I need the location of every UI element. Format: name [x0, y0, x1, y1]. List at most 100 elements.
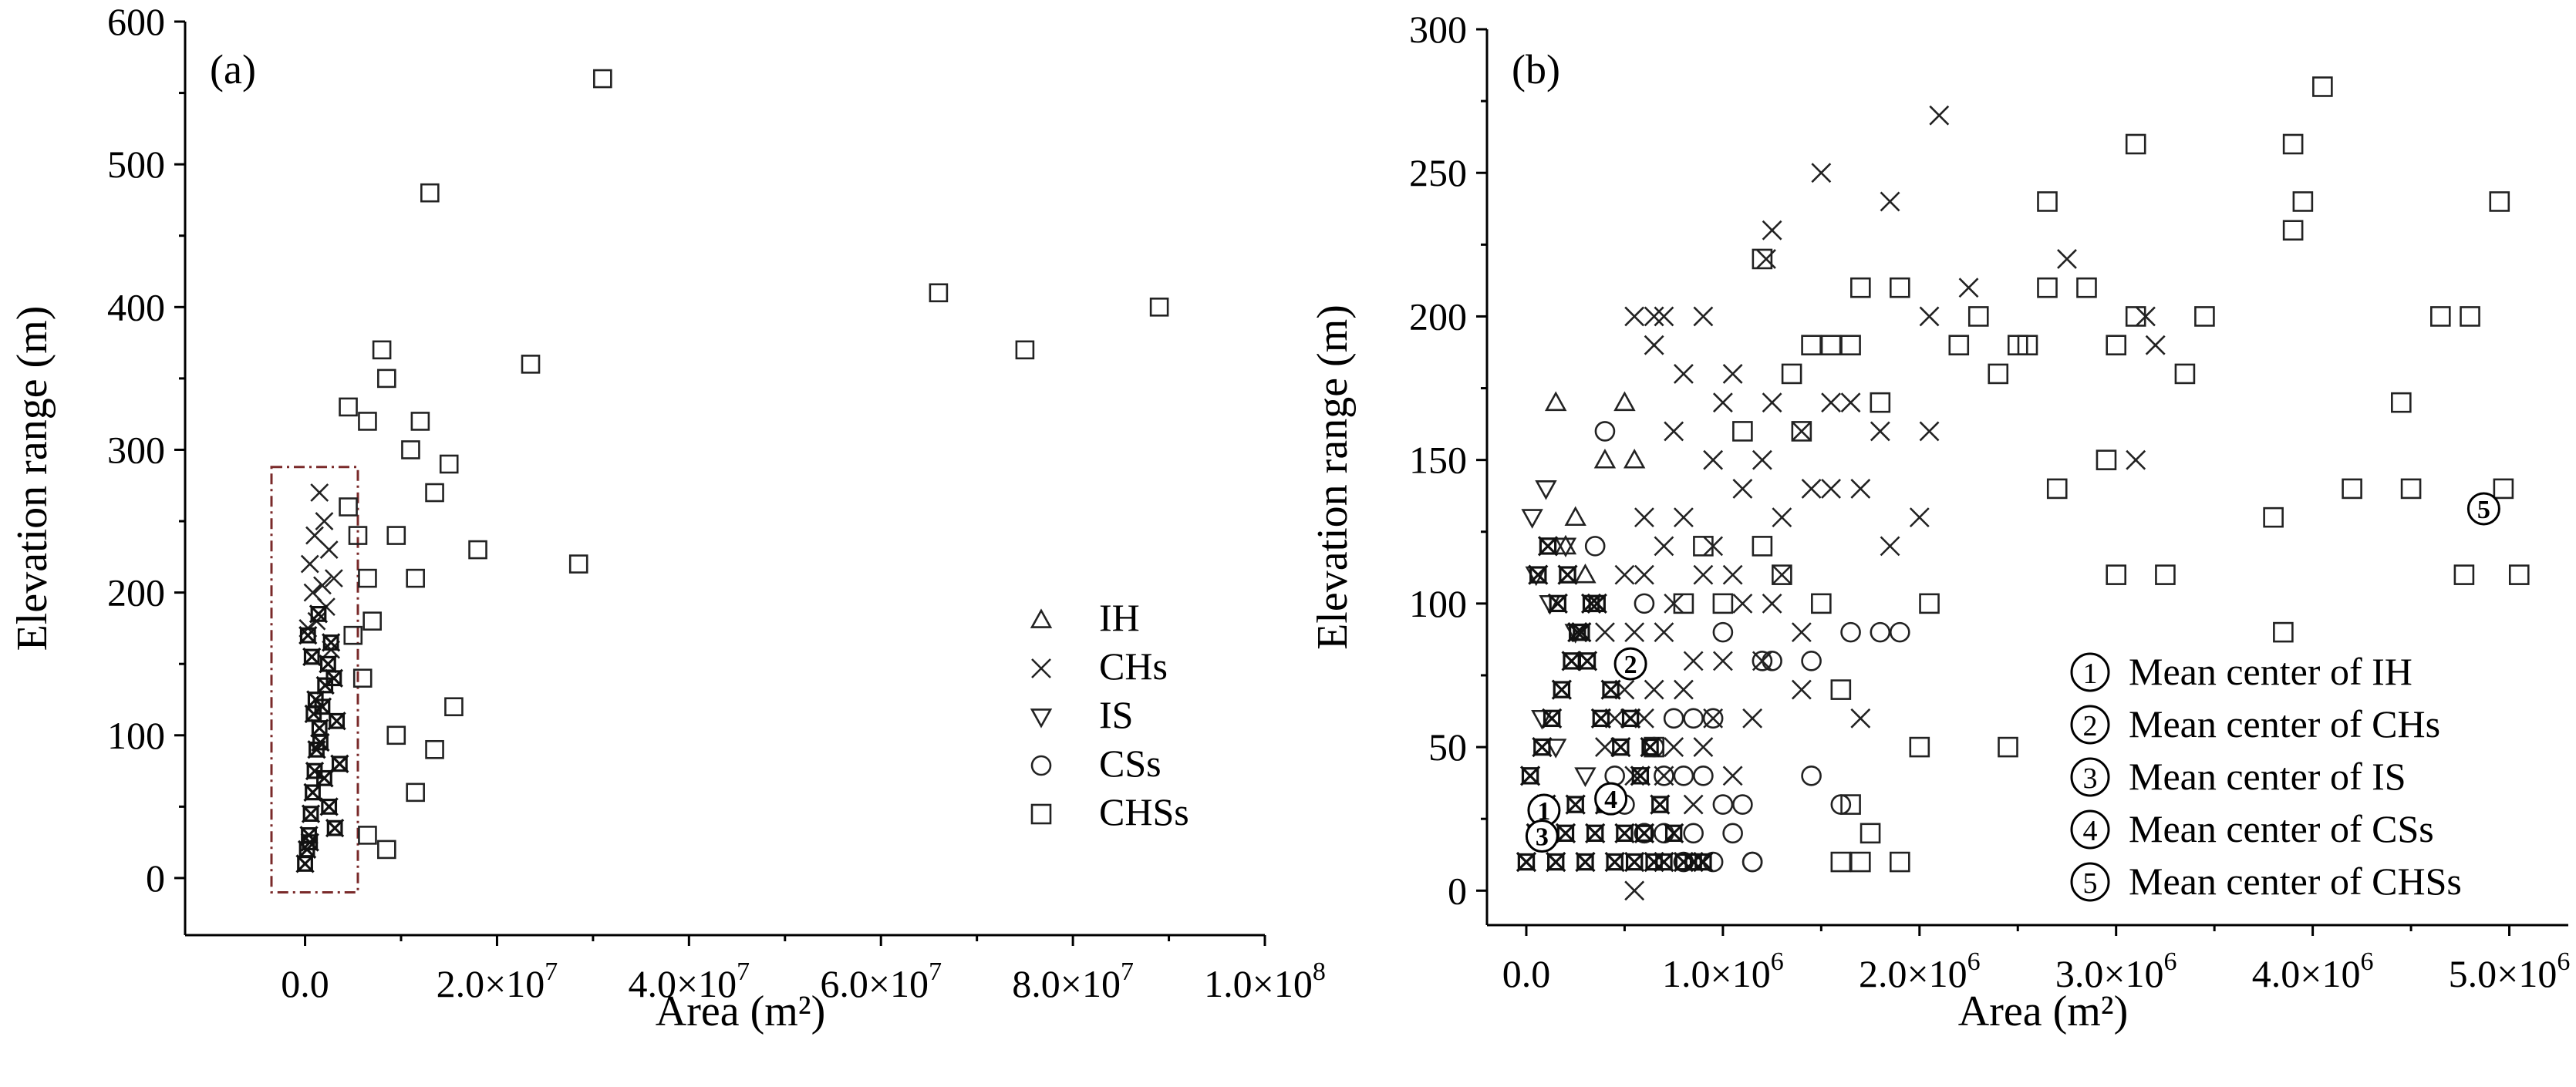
chss-marker-23 [2096, 449, 2117, 470]
chs-marker-39 [1722, 564, 1743, 585]
chss-marker-6 [1752, 248, 1773, 270]
legend-entry-4: 5 Mean center of CHSs [2070, 860, 2462, 903]
chss-marker-10 [2076, 277, 2097, 298]
chs-marker-70 [1624, 880, 1645, 901]
ih-marker-1 [1613, 391, 1636, 412]
chss-marker-8 [1890, 277, 1910, 298]
x-tick-label-1: 2.0×107 [437, 957, 558, 1005]
chss-marker-20 [444, 697, 464, 717]
chs-marker-3 [319, 540, 339, 559]
chss-marker-14 [2460, 306, 2480, 327]
chss-marker-21 [2342, 478, 2362, 500]
x-tick-label-0: 0.0 [281, 962, 329, 1005]
chs-marker-33 [1772, 507, 1792, 528]
chss-marker-1 [2125, 133, 2146, 155]
x-tick-label-1: 1.0×106 [1662, 947, 1784, 995]
chss-marker-11 [2125, 306, 2146, 327]
chs-marker-0 [1929, 105, 1950, 126]
x-tick-label-2: 2.0×106 [1859, 947, 1981, 995]
legend-number-circle-0 [2070, 652, 2110, 692]
mixed-types-dense-cluster--marker-23 [304, 704, 323, 724]
chs-marker-4 [1880, 191, 1900, 212]
chss-marker-21 [386, 725, 406, 745]
panel-label: (a) [210, 46, 256, 93]
chss-marker-26 [377, 840, 396, 860]
legend: 1 Mean center of IH 2 Mean center of CHs 3 Me… [2070, 650, 2462, 903]
mixed-types-dense-cluster--marker-29 [1620, 708, 1641, 729]
mixed-types-dense-cluster--marker-21 [325, 819, 345, 838]
chs-marker-60 [1791, 679, 1812, 700]
css-marker-12 [1683, 708, 1704, 729]
legend-entry-0: IH [1030, 596, 1140, 639]
chs-marker-12 [1644, 306, 1664, 327]
chs-marker-3 [1756, 249, 1776, 269]
chs-marker-16 [1762, 392, 1782, 413]
chss-marker-39 [1919, 593, 1940, 614]
css-marker-6 [1870, 621, 1891, 643]
chs-marker-32 [1732, 478, 1753, 499]
chs-marker-65 [1722, 766, 1743, 786]
legend-number-circle-2 [2070, 757, 2110, 797]
chss-marker-35 [2155, 564, 2176, 585]
css-marker-5 [1840, 621, 1861, 643]
css-marker-16 [1712, 794, 1734, 815]
chs-marker-34 [1821, 478, 1842, 499]
chs-marker-59 [1742, 708, 1763, 729]
chss-marker-15 [1967, 306, 1989, 327]
legend-entry-4: CHSs [1030, 790, 1189, 833]
chs-marker-45 [1693, 564, 1714, 585]
mean-center-circle-4 [1594, 782, 1628, 816]
mixed-types-dense-cluster--marker-35 [1547, 593, 1568, 614]
x-tick-label-5: 5.0×106 [2449, 947, 2571, 995]
chs-marker-35 [1634, 507, 1654, 528]
chs-marker-50 [1654, 622, 1674, 643]
mixed-types-dense-cluster--marker-31 [1640, 736, 1661, 758]
chss-marker-18 [2174, 363, 2196, 385]
chs-marker-38 [1703, 536, 1724, 557]
chss-marker-6 [521, 355, 541, 374]
y-axis-title: Elevation range (m) [8, 306, 56, 651]
chss-marker-31 [1988, 363, 2009, 385]
mixed-types-dense-cluster--marker-24 [309, 604, 329, 624]
chs-marker-2 [305, 526, 324, 545]
series-ih [1545, 391, 1646, 584]
mixed-types-dense-cluster--marker-12 [1634, 823, 1655, 843]
chs-marker-42 [1614, 564, 1635, 585]
mixed-types-dense-cluster--marker-34 [1537, 536, 1559, 557]
mixed-types-dense-cluster--marker-18 [1693, 851, 1714, 873]
ih-marker-3 [1593, 448, 1617, 469]
legend-entry-2: IS [1030, 693, 1133, 736]
mixed-types-dense-cluster--marker-21 [1541, 708, 1563, 729]
css-marker-27 [1644, 736, 1664, 758]
chss-marker-52 [1791, 421, 1812, 442]
chs-marker-20 [1870, 421, 1890, 442]
mixed-types-dense-cluster--marker-0 [1516, 851, 1537, 873]
chss-marker-14 [568, 554, 588, 574]
chss-marker-28 [1801, 335, 1822, 355]
chs-marker-56 [1644, 679, 1664, 700]
is-marker-0 [1521, 509, 1543, 529]
mixed-types-dense-cluster--marker-30 [1630, 766, 1650, 786]
chs-marker-41 [1791, 622, 1812, 643]
mixed-types-dense-cluster--marker-16 [302, 647, 322, 667]
chs-marker-25 [1644, 335, 1664, 355]
chs-marker-46 [1732, 593, 1753, 614]
css-marker-29 [1604, 766, 1625, 786]
chs-marker-29 [1801, 478, 1822, 499]
css-marker-18 [1683, 823, 1704, 844]
y-tick-label-3: 300 [107, 428, 165, 471]
is-marker-8 [1574, 767, 1597, 788]
legend-label-1: CHs [1099, 644, 1168, 688]
chs-marker-69 [1683, 794, 1704, 815]
legend-number-1: 2 [2083, 710, 2098, 742]
chs-marker-51 [1683, 651, 1704, 671]
mean-center-circle-3 [1525, 819, 1559, 853]
chss-marker-19 [362, 611, 382, 631]
chss-marker-24 [406, 782, 425, 803]
chs-marker-66 [1595, 737, 1615, 758]
chs-marker-26 [1673, 364, 1694, 384]
chss-marker-25 [1870, 392, 1891, 413]
mixed-types-dense-cluster--marker-28 [1610, 736, 1631, 758]
chs-marker-17 [1791, 421, 1812, 442]
chss-marker-46 [1772, 564, 1792, 585]
